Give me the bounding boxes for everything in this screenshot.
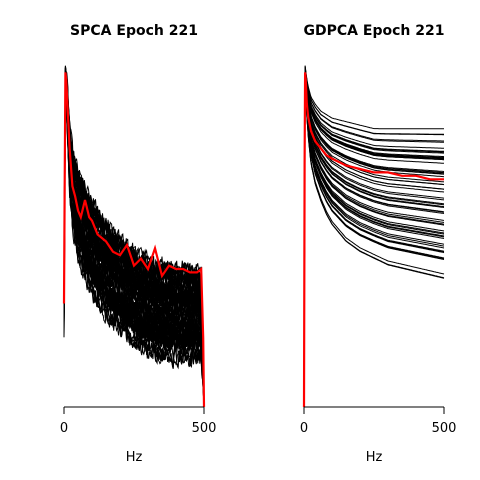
trace-line-gdpca-59 (303, 83, 445, 408)
trace-line-gdpca-24 (303, 75, 445, 408)
trace-line-gdpca-39 (303, 85, 445, 408)
trace-line-gdpca-41 (303, 69, 444, 408)
trace-line-gdpca-44 (303, 84, 445, 408)
trace-line-gdpca-53 (303, 66, 444, 408)
trace-line-gdpca-40 (303, 73, 445, 408)
trace-line-spca-36 (63, 81, 205, 408)
trace-line-gdpca-57 (303, 68, 445, 408)
x-axis-label-spca: Hz (126, 450, 143, 465)
panel-title-gdpca: GDPCA Epoch 221 (304, 23, 445, 39)
x-tick-label-spca-500: 500 (192, 421, 217, 436)
trace-line-gdpca-52 (303, 78, 445, 408)
panel-spca: SPCA Epoch 221 0 500 Hz (60, 23, 217, 465)
trace-line-gdpca-22 (303, 69, 444, 408)
trace-line-gdpca-19 (303, 73, 445, 408)
plot-area-gdpca (302, 65, 445, 408)
x-tick-label-gdpca-0: 0 (300, 421, 308, 436)
trace-line-gdpca-36 (303, 76, 445, 408)
trace-line-spca-58 (63, 85, 205, 408)
trace-line-gdpca-46 (303, 81, 445, 408)
trace-line-gdpca-54 (303, 67, 444, 408)
trace-line-gdpca-28 (303, 88, 445, 408)
panel-gdpca: GDPCA Epoch 221 0 500 Hz (300, 23, 457, 465)
trace-line-gdpca-38 (303, 74, 445, 408)
trace-line-gdpca-48 (303, 81, 445, 408)
trace-line-gdpca-26 (303, 70, 445, 408)
x-tick-label-spca-0: 0 (60, 421, 68, 436)
trace-line-gdpca-18 (303, 80, 445, 408)
trace-line-gdpca-47 (303, 67, 444, 408)
trace-line-gdpca-49 (303, 80, 445, 408)
trace-line-gdpca-34 (303, 70, 445, 408)
trace-line-gdpca-45 (303, 77, 445, 408)
trace-line-gdpca-8 (303, 72, 445, 408)
trace-line-gdpca-25 (303, 77, 445, 408)
trace-line-gdpca-35 (303, 70, 444, 408)
trace-line-gdpca-16 (303, 70, 445, 408)
trace-line-gdpca-14 (303, 81, 445, 408)
trace-line-gdpca-7 (303, 69, 445, 408)
trace-line-gdpca-20 (303, 82, 445, 408)
trace-line-spca-52 (63, 94, 205, 408)
trace-line-gdpca-56 (303, 72, 445, 408)
trace-line-gdpca-50 (303, 70, 444, 408)
mean-line-gdpca (302, 72, 444, 408)
trace-line-gdpca-17 (303, 88, 445, 408)
panel-title-spca: SPCA Epoch 221 (70, 23, 198, 39)
trace-line-gdpca-2 (303, 79, 445, 408)
mean-line-spca (62, 72, 206, 408)
trace-line-gdpca-58 (303, 82, 445, 408)
trace-line-gdpca-6 (303, 72, 445, 408)
trace-line-spca-46 (63, 95, 205, 408)
trace-line-gdpca-42 (303, 76, 445, 408)
trace-line-gdpca-55 (303, 69, 445, 408)
trace-line-spca-59 (63, 73, 205, 408)
trace-line-gdpca-1 (303, 83, 445, 408)
trace-line-spca-56 (63, 88, 205, 408)
trace-line-gdpca-33 (303, 78, 445, 408)
trace-line-gdpca-37 (303, 70, 444, 408)
trace-line-spca-55 (63, 91, 205, 408)
x-tick-label-gdpca-500: 500 (432, 421, 457, 436)
x-axis-label-gdpca: Hz (366, 450, 383, 465)
trace-line-gdpca-51 (303, 65, 444, 408)
trace-line-gdpca-43 (303, 84, 445, 408)
plot-area-spca (62, 65, 206, 408)
trace-line-spca-50 (63, 80, 205, 408)
